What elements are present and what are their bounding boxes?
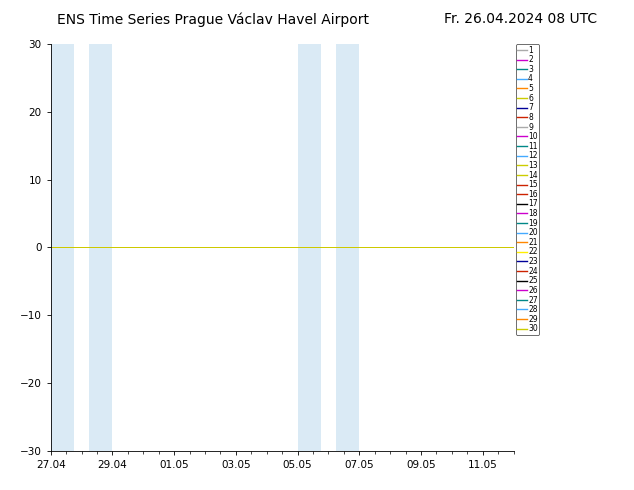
Bar [51, 44, 74, 451]
Bar [89, 44, 112, 451]
Legend: 1, 2, 3, 4, 5, 6, 7, 8, 9, 10, 11, 12, 13, 14, 15, 16, 17, 18, 19, 20, 21, 22, 2: 1, 2, 3, 4, 5, 6, 7, 8, 9, 10, 11, 12, 1… [516, 44, 540, 335]
Bar [297, 44, 321, 451]
Text: Fr. 26.04.2024 08 UTC: Fr. 26.04.2024 08 UTC [444, 12, 597, 26]
Text: ENS Time Series Prague Václav Havel Airport: ENS Time Series Prague Václav Havel Airp… [57, 12, 369, 27]
Bar [336, 44, 359, 451]
